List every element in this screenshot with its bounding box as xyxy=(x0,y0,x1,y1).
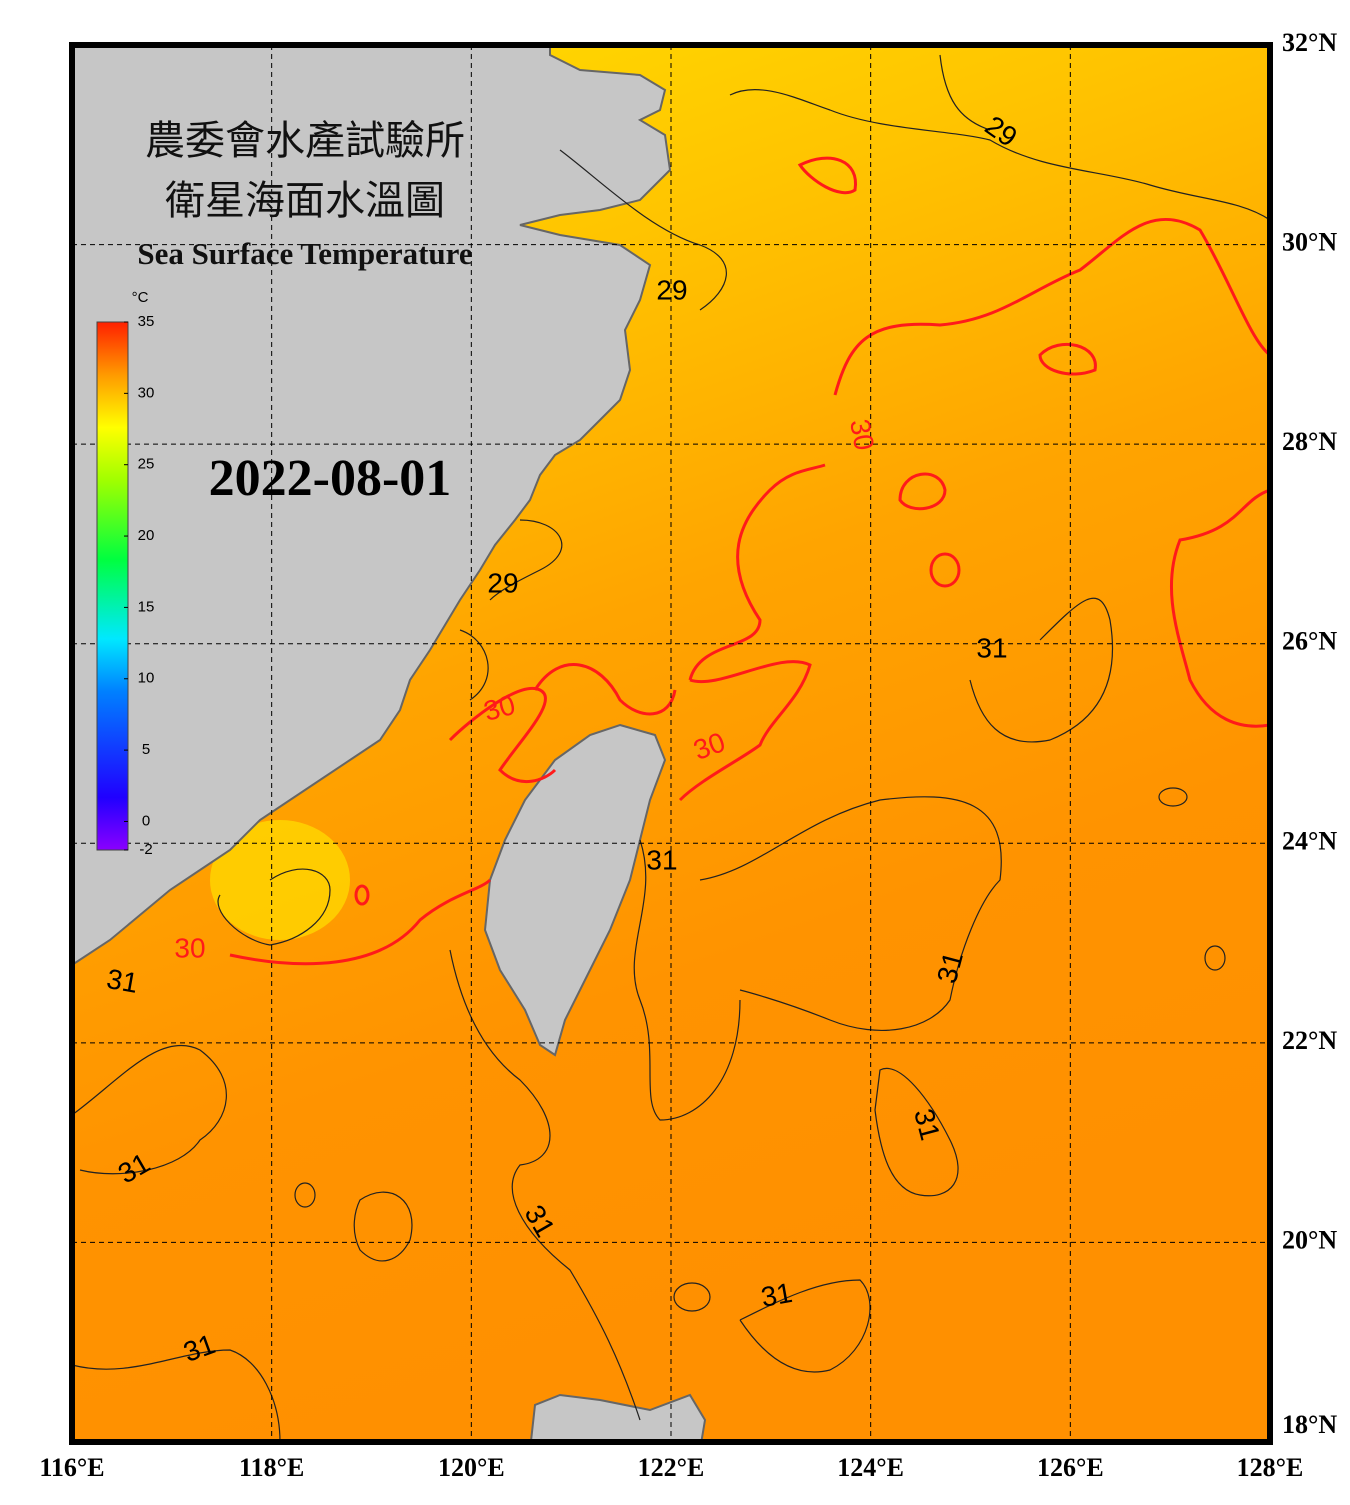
title-zh: 衛星海面水溫圖 xyxy=(165,178,445,223)
land-china xyxy=(72,45,672,966)
y-tick-label: 28°N xyxy=(1282,427,1337,456)
contour-label: 31 xyxy=(759,1277,795,1313)
y-tick-label: 32°N xyxy=(1282,28,1337,57)
date: 2022-08-01 xyxy=(209,450,452,507)
x-tick-label: 126°E xyxy=(1037,1453,1104,1482)
colorbar-tick-label: 20 xyxy=(138,527,155,544)
contour-label: 29 xyxy=(656,274,687,305)
colorbar-tick-label: 30 xyxy=(138,384,155,401)
title-zh: 農委會水產試驗所 xyxy=(145,118,465,163)
y-tick-label: 30°N xyxy=(1282,228,1337,257)
x-tick-label: 122°E xyxy=(638,1453,705,1482)
land-taiwan xyxy=(483,723,667,1057)
contour-label: 30 xyxy=(844,417,880,453)
x-tick-label: 124°E xyxy=(837,1453,904,1482)
warm-patch xyxy=(210,820,350,940)
contour-label: 31 xyxy=(646,844,677,875)
colorbar-ticks: -2 0 5 10 15 20 25 30 35 xyxy=(124,313,154,858)
axis-ticks: 116°E 118°E 120°E 122°E 124°E 126°E 128°E 18°N 2… xyxy=(39,28,1337,1482)
y-tick-label: 24°N xyxy=(1282,826,1337,855)
y-tick-label: 18°N xyxy=(1282,1410,1337,1439)
x-tick-label: 116°E xyxy=(39,1453,104,1482)
contours-30 xyxy=(229,156,1270,966)
contour-label: 30 xyxy=(174,932,205,963)
contour-label: 31 xyxy=(976,632,1007,663)
colorbar-unit: °C xyxy=(132,289,149,306)
y-tick-label: 20°N xyxy=(1282,1225,1337,1254)
colorbar-tick-label: 25 xyxy=(138,456,155,473)
y-tick-label: 22°N xyxy=(1282,1026,1337,1055)
colorbar-tick-label: 0 xyxy=(142,812,150,829)
colorbar-tick-label: 15 xyxy=(138,598,155,615)
x-tick-label: 118°E xyxy=(239,1453,304,1482)
colorbar xyxy=(96,321,129,851)
y-tick-label: 26°N xyxy=(1282,627,1337,656)
contour-label: 29 xyxy=(487,567,518,598)
x-tick-label: 128°E xyxy=(1237,1453,1304,1482)
colorbar-tick-label: 10 xyxy=(138,670,155,687)
title-en: Sea Surface Temperature xyxy=(137,236,472,271)
colorbar-tick-label: 5 xyxy=(142,741,150,758)
colorbar-tick-label: -2 xyxy=(139,841,152,858)
contours-other xyxy=(72,54,1270,1442)
map-frame xyxy=(69,42,1273,1445)
grid xyxy=(72,45,1270,1442)
x-tick-label: 120°E xyxy=(438,1453,505,1482)
colorbar-tick-label: 35 xyxy=(138,313,155,330)
contour-label: 31 xyxy=(104,963,140,999)
